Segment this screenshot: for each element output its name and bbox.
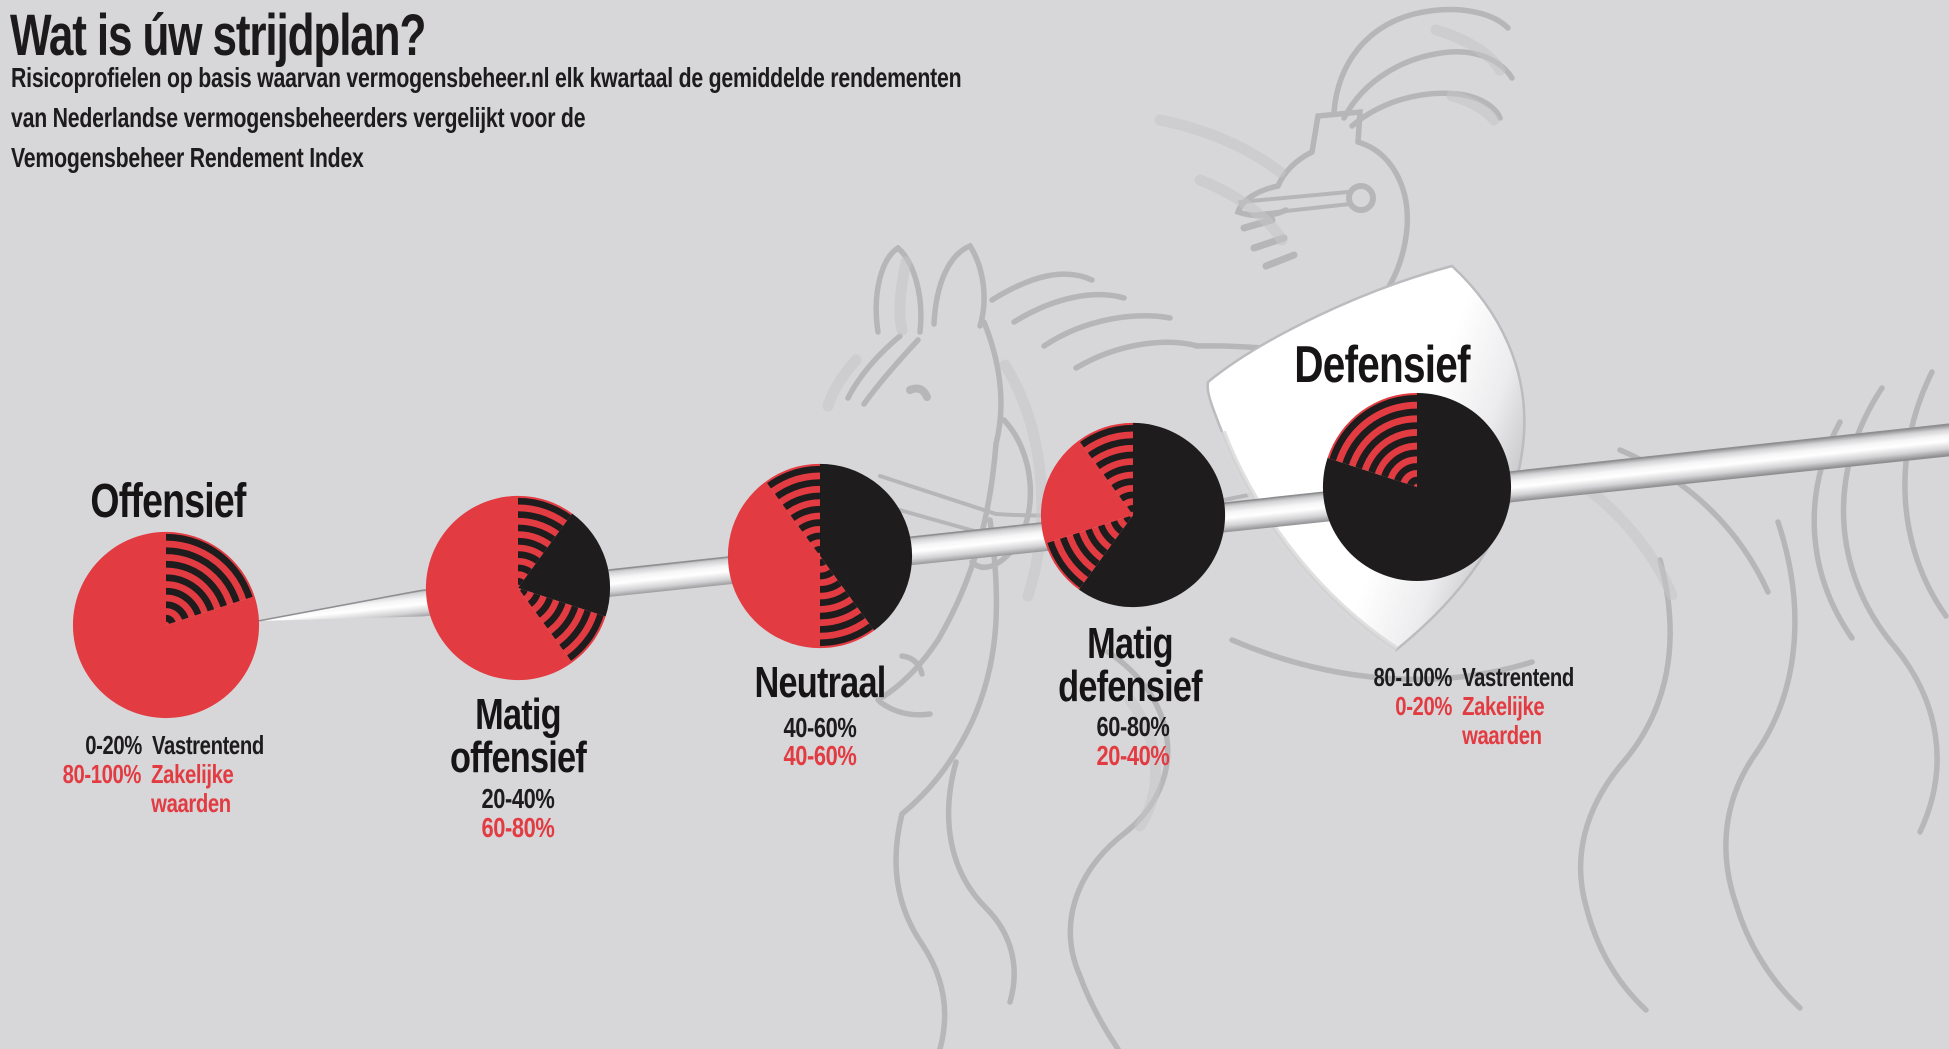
allocation-labels-offensief: 0-20% Vastrentend 80-100% Zakelijke waarden — [51, 731, 316, 818]
allocation-labels-defensief: 80-100% Vastrentend 0-20% Zakelijke waarden — [1360, 663, 1629, 750]
profile-title-line: Matig — [1087, 619, 1173, 668]
zakelijke-row: 80-100% Zakelijke waarden — [51, 760, 316, 818]
subtitle-line: Risicoprofielen op basis waarvan vermoge… — [11, 62, 962, 93]
page-subtitle: Risicoprofielen op basis waarvan vermoge… — [11, 58, 962, 178]
vastrentend-pct: 60-80% — [1096, 711, 1170, 742]
pie-segment-red — [72, 531, 260, 719]
horse-cheek — [969, 417, 1034, 570]
vastrentend-pct: 40-60% — [783, 712, 857, 743]
helmet-visor-beak — [1234, 149, 1315, 219]
vastrentend-pct: 0-20% — [85, 730, 142, 760]
profile-title-neutraal: Neutraal — [625, 658, 1015, 707]
helmet-slit — [1250, 234, 1288, 252]
helmet-chimney — [1309, 108, 1363, 155]
zakelijke-pct: 0-20% — [1395, 691, 1452, 721]
profile-title-line: Neutraal — [754, 658, 886, 707]
horse-mane — [1073, 339, 1201, 371]
profile-title-matig-defensief: Matig defensief — [935, 619, 1325, 711]
profile-title-offensief: Offensief — [0, 478, 363, 526]
vastrentend-row: 0-20% Vastrentend — [51, 731, 316, 760]
zakelijke-row: 0-20% Zakelijke waarden — [1360, 692, 1629, 750]
helmet-visor-line — [1238, 190, 1350, 204]
pie-offensief — [72, 531, 260, 719]
horse-rear-leg — [1723, 519, 1803, 1011]
pie-segment-black — [820, 463, 913, 631]
page-title: Wat is úw strijdplan? — [10, 3, 426, 68]
zakelijke-pct: 60-80% — [481, 812, 555, 843]
horse-face-line — [981, 319, 1004, 447]
zakelijke-pct: 40-60% — [783, 740, 857, 771]
horse-eye — [906, 384, 931, 401]
helmet-plume — [1341, 49, 1515, 121]
horse-mane — [1011, 291, 1127, 325]
vastrentend-pct: 80-100% — [1373, 662, 1453, 692]
profile-title-line: Matig — [475, 690, 561, 739]
zakelijke-label: Zakelijke waarden — [1462, 691, 1545, 750]
horse-rump — [1617, 447, 1771, 595]
horse-ear-left — [873, 244, 924, 335]
shading-stroke — [822, 354, 862, 412]
pie-segment-red — [425, 495, 573, 681]
shading-stroke — [1554, 464, 1678, 601]
helmet-slit — [1240, 216, 1276, 232]
helmet-pivot-knob — [1346, 183, 1376, 213]
profile-title-matig-offensief: Matig offensief — [323, 690, 713, 782]
pie-segment-red — [727, 481, 820, 649]
shading-stroke — [1446, 90, 1500, 126]
horse-tail — [1840, 385, 1940, 835]
allocation-labels-matig-offensief: 20-40% 60-80% — [401, 784, 635, 842]
pie-defensief — [1322, 392, 1512, 582]
vastrentend-pct: 20-40% — [481, 783, 555, 814]
horse-forelock — [861, 337, 921, 407]
pie-segment-red — [1040, 440, 1133, 544]
zakelijke-label: Zakelijke waarden — [151, 759, 234, 818]
vastrentend-row: 80-100% Vastrentend — [1360, 663, 1629, 692]
horse-front-leg — [893, 811, 948, 1049]
subtitle-line: Vemogensbeheer Rendement Index — [11, 142, 364, 173]
horse-mane — [1041, 313, 1173, 349]
profile-title-line: Offensief — [90, 475, 246, 528]
helmet-plume — [1349, 90, 1503, 129]
shading-stroke — [1194, 174, 1288, 246]
helmet-visor-line — [1248, 202, 1352, 217]
profile-title-line: offensief — [449, 733, 587, 782]
pie-segment-black — [1322, 392, 1512, 582]
horse-front-leg — [945, 759, 1017, 1005]
pie-matig-offensief — [425, 495, 611, 681]
shading-stroke — [894, 256, 912, 336]
shading-stroke — [1154, 114, 1286, 178]
shading-stroke — [1430, 24, 1506, 76]
horse-rear-leg — [1577, 557, 1673, 1013]
pie-matig-defensief — [1040, 422, 1226, 608]
profile-title-line: Defensief — [1294, 336, 1470, 394]
horse-forelock — [845, 333, 903, 401]
shading-stroke — [999, 359, 1048, 602]
helmet-slit — [1262, 251, 1298, 270]
vastrentend-label: Vastrentend — [1462, 662, 1574, 692]
pie-segment-black — [1078, 422, 1226, 608]
horse-tail — [1811, 419, 1855, 641]
zakelijke-pct: 80-100% — [62, 759, 142, 789]
horse-mane — [989, 271, 1095, 303]
zakelijke-pct: 20-40% — [1096, 740, 1170, 771]
pie-segment-black — [518, 513, 611, 617]
allocation-labels-matig-defensief: 60-80% 20-40% — [1016, 712, 1250, 770]
profile-title-defensief: Defensief — [1187, 336, 1577, 394]
helmet-dome — [1355, 139, 1411, 321]
horse-tail — [1902, 369, 1949, 619]
horse-ear-right — [931, 242, 987, 329]
subtitle-line: van Nederlandse vermogensbeheerders verg… — [11, 102, 586, 133]
vastrentend-label: Vastrentend — [152, 730, 264, 760]
profile-title-line: defensief — [1058, 662, 1202, 711]
allocation-labels-neutraal: 40-60% 40-60% — [703, 714, 937, 770]
helmet-plume — [1331, 6, 1511, 115]
pie-neutraal — [727, 463, 913, 649]
